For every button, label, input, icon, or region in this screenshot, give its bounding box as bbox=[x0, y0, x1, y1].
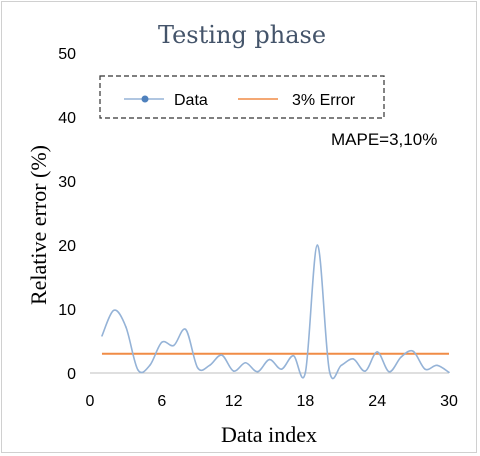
data-point bbox=[400, 356, 402, 358]
data-point bbox=[232, 370, 235, 372]
data-point bbox=[436, 364, 438, 367]
y-tick-label: 20 bbox=[58, 238, 76, 255]
legend-error-label: 3% Error bbox=[292, 92, 356, 109]
mape-annotation: MAPE=3,10% bbox=[331, 130, 437, 149]
y-tick-label: 10 bbox=[58, 302, 76, 319]
legend-data-label: Data bbox=[174, 92, 208, 109]
data-point bbox=[388, 370, 390, 373]
data-point bbox=[172, 344, 175, 347]
y-tick-label: 40 bbox=[58, 110, 76, 127]
data-point bbox=[316, 244, 319, 246]
x-tick-label: 0 bbox=[86, 393, 95, 410]
data-point bbox=[208, 364, 211, 367]
legend: Data 3% Error bbox=[99, 75, 385, 119]
data-point bbox=[184, 328, 187, 331]
data-point bbox=[113, 309, 115, 312]
data-point bbox=[137, 369, 139, 371]
data-point bbox=[448, 371, 450, 374]
y-axis-label: Relative error (%) bbox=[26, 145, 51, 305]
data-point bbox=[149, 364, 151, 367]
x-tick-label: 24 bbox=[368, 393, 386, 410]
y-tick-label: 30 bbox=[58, 174, 76, 191]
tick-labels: 0 6 12 18 24 30 0 10 20 30 40 50 bbox=[58, 46, 458, 410]
chart-title: Testing phase bbox=[158, 21, 326, 49]
data-point bbox=[268, 358, 271, 361]
x-axis-label: Data index bbox=[221, 422, 317, 447]
y-tick-label: 50 bbox=[58, 46, 76, 63]
data-point bbox=[364, 370, 367, 372]
data-series-line bbox=[101, 244, 450, 380]
legend-box bbox=[99, 75, 385, 119]
data-point bbox=[280, 368, 283, 370]
data-point bbox=[101, 335, 103, 337]
data-point bbox=[424, 368, 426, 370]
data-point bbox=[292, 354, 295, 357]
data-point bbox=[220, 354, 223, 356]
x-tick-label: 30 bbox=[440, 393, 458, 410]
data-point bbox=[304, 371, 307, 374]
data-point bbox=[244, 361, 247, 364]
data-point bbox=[340, 364, 343, 367]
data-point bbox=[125, 326, 127, 328]
y-tick-label: 0 bbox=[67, 366, 76, 383]
x-tick-label: 18 bbox=[297, 393, 315, 410]
plot-area bbox=[101, 244, 450, 380]
legend-data-marker bbox=[141, 95, 149, 103]
data-point bbox=[256, 370, 259, 373]
x-tick-label: 12 bbox=[225, 393, 243, 410]
data-point bbox=[376, 351, 379, 353]
x-tick-label: 6 bbox=[157, 393, 166, 410]
data-point bbox=[161, 341, 163, 344]
data-point bbox=[328, 369, 331, 372]
data-point bbox=[352, 358, 355, 360]
data-point bbox=[412, 350, 414, 353]
data-point bbox=[196, 367, 199, 369]
